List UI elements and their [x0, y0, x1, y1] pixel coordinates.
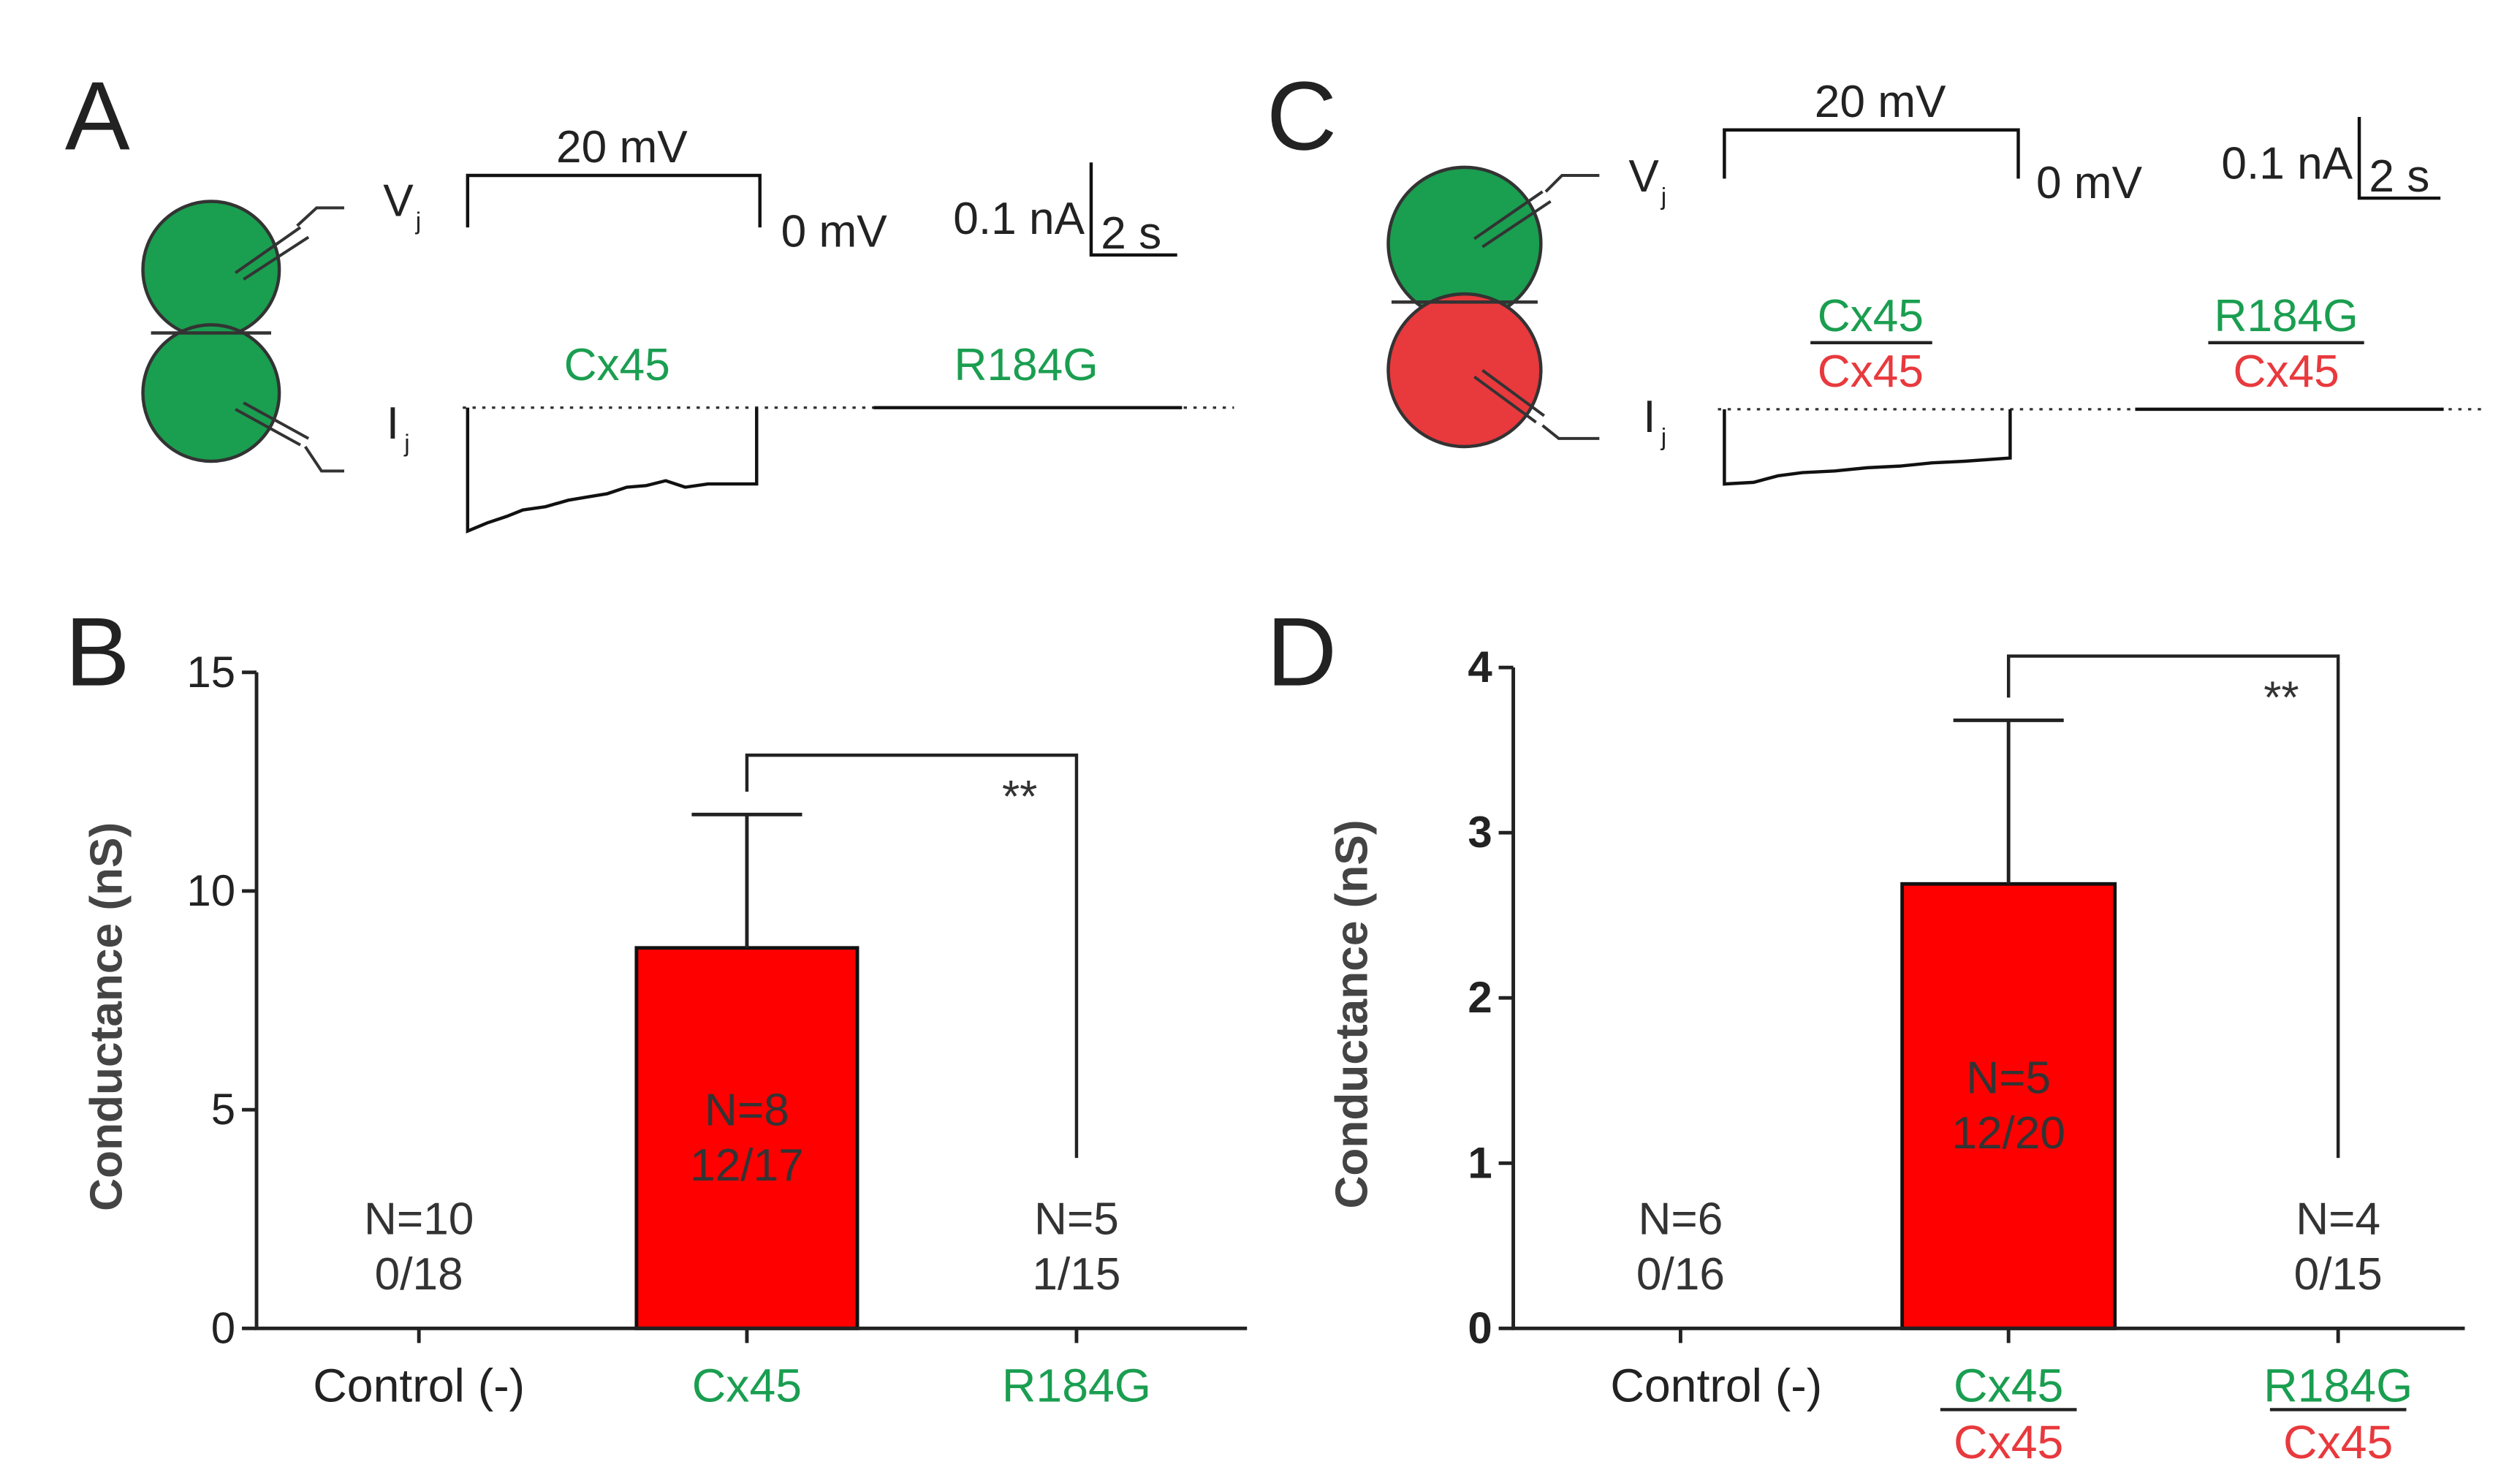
axes [1511, 667, 2465, 1330]
bar [634, 946, 859, 1330]
n-label: N=10 [364, 1194, 474, 1244]
ratio-label: 12/20 [1951, 1108, 2065, 1159]
x-tick-label: R184G [1002, 1359, 1151, 1411]
v-label: V [383, 176, 414, 227]
x-tick-label: Cx45 [692, 1359, 802, 1411]
y-axis-label: Conductance (nS) [82, 822, 132, 1211]
x-tick-label: R184G [2263, 1359, 2413, 1411]
y-tick-label: 2 [1468, 973, 1492, 1022]
y-tick-label: 10 [186, 866, 235, 915]
scale-bar [2357, 116, 2441, 200]
trace-label: R184G [2215, 291, 2358, 341]
panel-label: D [1267, 598, 1337, 707]
ratio-label: 12/17 [690, 1140, 804, 1191]
x-tick-label: Cx45 [1954, 1359, 2063, 1411]
y-axis-label: Conductance (nS) [1327, 819, 1378, 1208]
significance-label: ** [1002, 772, 1037, 822]
voltage-step [466, 173, 762, 228]
v-sub: j [415, 208, 421, 235]
voltage-step [1723, 128, 2020, 179]
n-label: N=4 [2296, 1194, 2380, 1244]
zero-label: 0 mV [781, 207, 888, 257]
ratio-label: 0/18 [375, 1249, 463, 1300]
v-sub: j [1661, 183, 1666, 211]
trace-label: R184G [955, 340, 1098, 390]
error-bar [691, 812, 802, 948]
scale-time: 2 s [1101, 208, 1161, 259]
scale-time: 2 s [2369, 151, 2429, 202]
current-trace [466, 407, 759, 534]
current-trace [1723, 409, 2012, 486]
n-label: N=8 [705, 1085, 789, 1135]
y-tick-label: 3 [1468, 808, 1492, 857]
ratio-label: 0/16 [1636, 1249, 1725, 1300]
n-label: N=6 [1639, 1194, 1723, 1244]
y-tick-label: 0 [1468, 1303, 1492, 1352]
trace-label: Cx45 [2233, 346, 2339, 397]
y-tick-label: 5 [211, 1085, 235, 1134]
significance-label: ** [2263, 672, 2299, 723]
step-label: 20 mV [556, 122, 688, 173]
y-tick-label: 0 [211, 1303, 235, 1352]
i-label: I [1643, 392, 1655, 442]
panel-label: B [65, 598, 130, 707]
x-tick-label: Control (-) [313, 1359, 525, 1411]
ratio-label: 1/15 [1032, 1249, 1120, 1300]
step-label: 20 mV [1815, 77, 1946, 127]
i-sub: j [1661, 424, 1666, 451]
ratio-label: 0/15 [2294, 1249, 2383, 1300]
x-tick-partner: Cx45 [2283, 1416, 2393, 1468]
y-tick-label: 15 [186, 648, 235, 697]
trace-label: Cx45 [564, 340, 670, 390]
bar [1900, 882, 2117, 1330]
error-bar [1953, 719, 2064, 884]
scale-current: 0.1 nA [953, 194, 1085, 244]
v-label: V [1628, 151, 1659, 202]
y-tick-label: 4 [1468, 643, 1492, 691]
cell-diagram [141, 200, 344, 473]
scale-bar [1089, 162, 1177, 257]
i-sub: j [403, 431, 409, 458]
x-tick-partner: Cx45 [1954, 1416, 2063, 1468]
i-label: I [387, 398, 399, 449]
y-tick-label: 1 [1468, 1138, 1492, 1187]
trace-label: Cx45 [1818, 291, 1924, 341]
x-tick-label: Control (-) [1610, 1359, 1822, 1411]
scale-current: 0.1 nA [2221, 138, 2353, 189]
n-label: N=5 [1966, 1053, 2051, 1104]
trace-label: Cx45 [1818, 346, 1924, 397]
axes [254, 672, 1248, 1330]
panel-label: A [65, 61, 130, 170]
cell-diagram [1386, 165, 1600, 449]
zero-label: 0 mV [2036, 158, 2143, 208]
n-label: N=5 [1034, 1194, 1119, 1244]
significance-bracket [2006, 654, 2340, 1159]
significance-bracket [745, 753, 1079, 1159]
panel-label: C [1267, 61, 1337, 170]
